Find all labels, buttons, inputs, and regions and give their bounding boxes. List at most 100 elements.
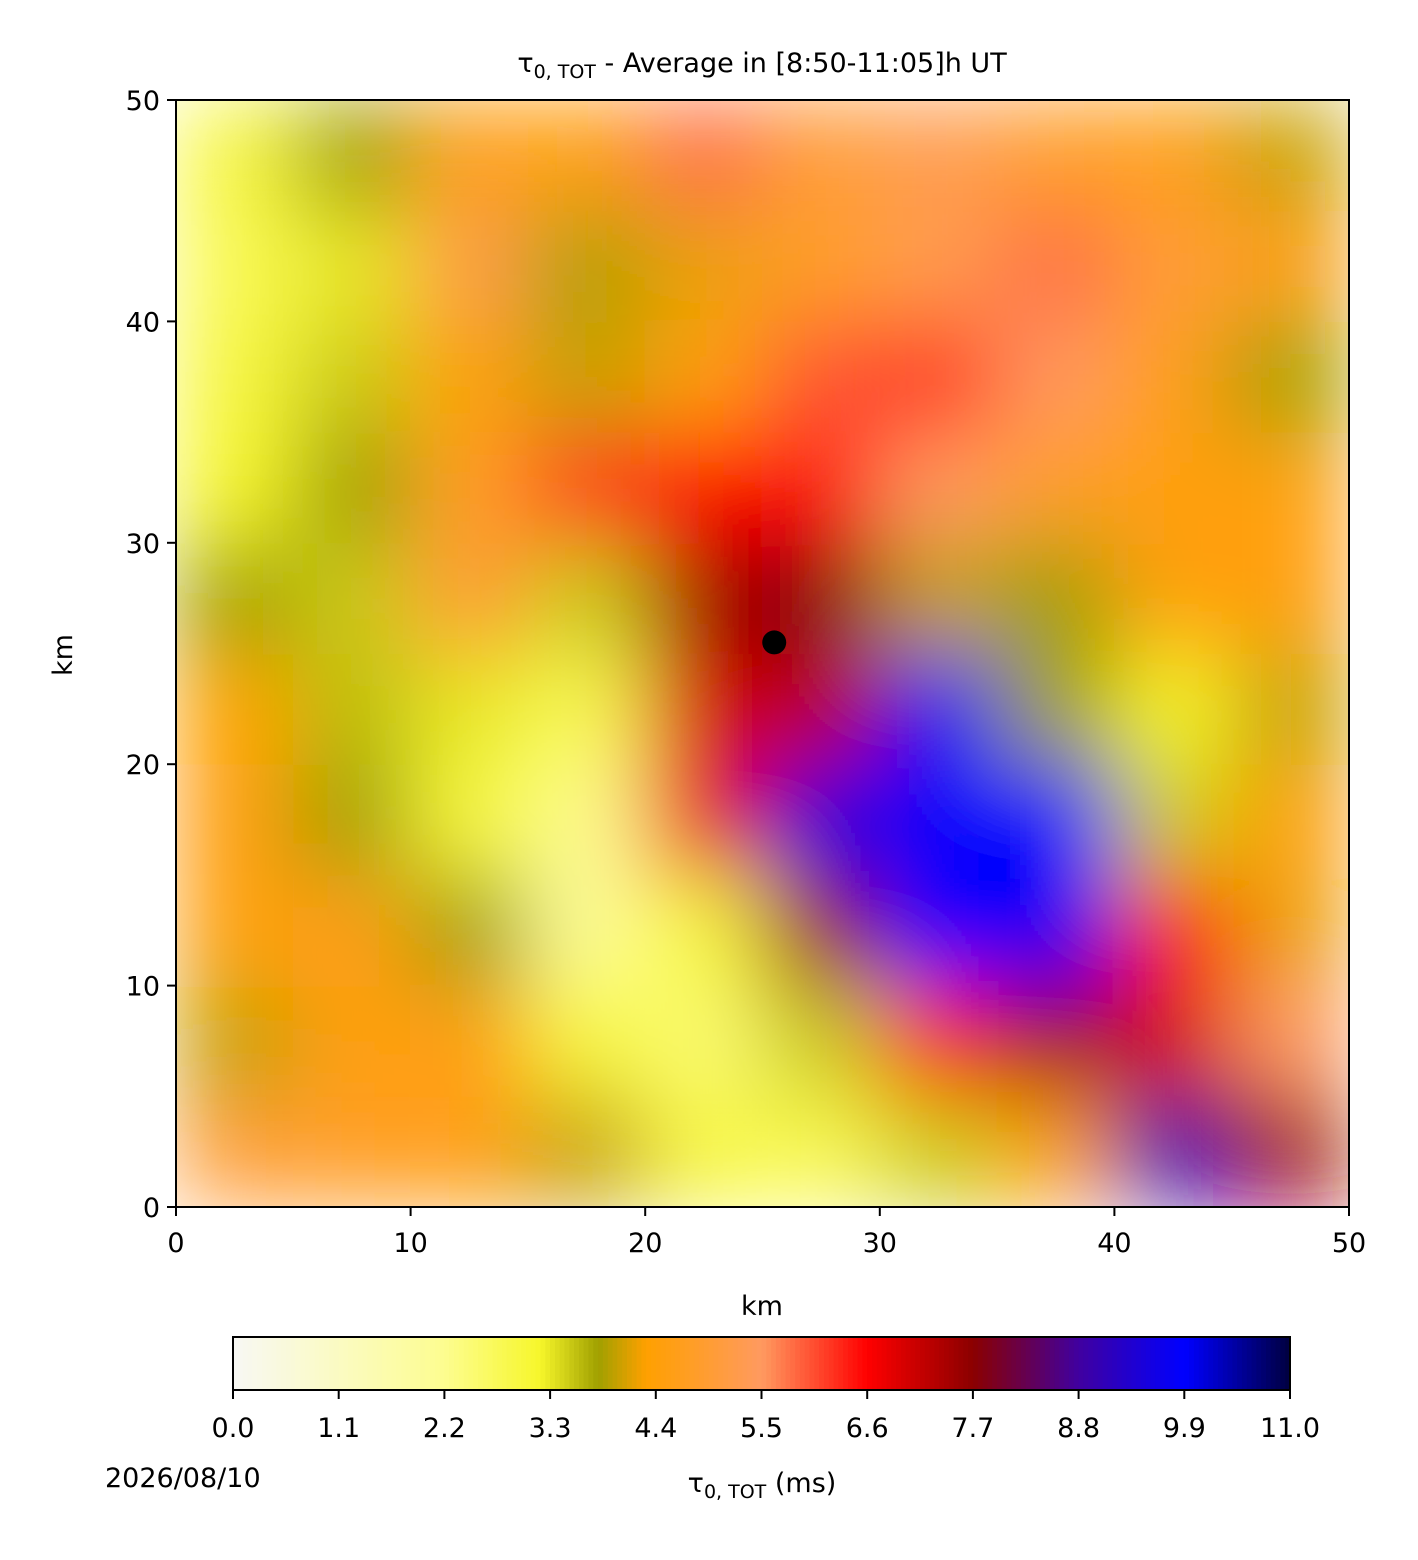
colorbar-swatch: [233, 1337, 239, 1390]
field-cell: [410, 985, 529, 1097]
field-cell: [410, 431, 529, 544]
colorbar-swatch: [478, 1337, 484, 1390]
colorbar-swatch: [502, 1337, 508, 1390]
colorbar-swatch: [737, 1337, 743, 1390]
colorbar-swatch: [867, 1337, 873, 1390]
field-cell: [1113, 985, 1233, 1097]
y-tick-label: 40: [126, 307, 160, 338]
colorbar-swatch: [598, 1337, 604, 1390]
colorbar-swatch: [290, 1337, 297, 1390]
field-cell: [410, 874, 529, 987]
field-cell: [292, 874, 412, 987]
y-tick-label: 30: [126, 529, 160, 560]
colorbar-swatch: [1222, 1337, 1229, 1390]
colorbar-tick-label: 11.0: [1260, 1413, 1320, 1444]
x-tick-label: 40: [1097, 1228, 1131, 1259]
colorbar-swatch: [362, 1337, 369, 1390]
colorbar-swatch: [939, 1337, 945, 1390]
colorbar-swatch: [972, 1337, 979, 1390]
colorbar-swatch: [1049, 1337, 1056, 1390]
colorbar-unit: (ms): [766, 1468, 836, 1499]
colorbar-swatch: [703, 1337, 710, 1390]
field-cell: [996, 100, 1115, 212]
plot-frame: [175, 99, 1350, 1208]
colorbar-swatch: [439, 1337, 445, 1390]
field-cell: [410, 320, 529, 433]
field-cell: [410, 653, 529, 765]
colorbar-swatch: [1054, 1337, 1060, 1390]
field-cell: [1231, 320, 1349, 433]
colorbar-swatch: [780, 1337, 787, 1390]
colorbar-swatch: [689, 1337, 695, 1390]
colorbar-swatch: [963, 1337, 969, 1390]
colorbar-swatch: [996, 1337, 1003, 1390]
field-cell: [762, 874, 881, 987]
colorbar-swatch: [516, 1337, 522, 1390]
colorbar-swatch: [1189, 1337, 1195, 1390]
colorbar-swatch: [410, 1337, 417, 1390]
colorbar-swatch: [1150, 1337, 1157, 1390]
field-cell: [1231, 431, 1349, 544]
colorbar-swatch: [1203, 1337, 1209, 1390]
colorbar-swatch: [790, 1337, 796, 1390]
colorbar-swatch: [415, 1337, 421, 1390]
colorbar-swatch: [1265, 1337, 1272, 1390]
field-cell: [644, 100, 763, 212]
field-cell: [176, 210, 294, 322]
colorbar-swatch: [1184, 1337, 1190, 1390]
field-cell: [1231, 653, 1349, 765]
colorbar-swatch: [420, 1337, 426, 1390]
colorbar-swatch: [1165, 1337, 1171, 1390]
colorbar-swatch: [237, 1337, 244, 1390]
field-cell: [762, 210, 881, 322]
field-cell: [996, 320, 1115, 433]
colorbar-swatch: [1011, 1337, 1017, 1390]
colorbar-swatch: [1121, 1337, 1128, 1390]
colorbar-swatch: [1025, 1337, 1032, 1390]
colorbar-swatch: [631, 1337, 638, 1390]
colorbar-swatch: [766, 1337, 772, 1390]
field-cell: [176, 1095, 294, 1207]
colorbar-swatch: [329, 1337, 335, 1390]
field-cell: [762, 1095, 881, 1207]
colorbar-swatch: [1136, 1337, 1142, 1390]
colorbar-tick-label: 6.6: [846, 1413, 889, 1444]
colorbar-swatch: [1083, 1337, 1089, 1390]
title-subscript: 0, TOT: [534, 61, 597, 83]
colorbar-swatch: [1208, 1337, 1214, 1390]
field-cell: [762, 763, 881, 876]
field-cell: [527, 542, 646, 654]
colorbar-swatch: [377, 1337, 383, 1390]
colorbar-swatch: [1169, 1337, 1176, 1390]
colorbar-swatch: [982, 1337, 988, 1390]
colorbar-swatch: [905, 1337, 912, 1390]
colorbar-swatch: [511, 1337, 518, 1390]
field-cell: [292, 100, 412, 212]
colorbar-swatch: [261, 1337, 268, 1390]
colorbar-swatch: [454, 1337, 460, 1390]
colorbar-swatch: [891, 1337, 897, 1390]
colorbar-swatch: [574, 1337, 580, 1390]
colorbar-swatch: [468, 1337, 474, 1390]
colorbar-swatch: [862, 1337, 868, 1390]
field-cell: [410, 763, 529, 876]
colorbar-swatch: [285, 1337, 292, 1390]
colorbar-swatch: [550, 1337, 556, 1390]
colorbar-swatch: [521, 1337, 527, 1390]
colorbar-swatch: [713, 1337, 719, 1390]
field-cell: [996, 210, 1115, 322]
colorbar-tick-label: 4.4: [634, 1413, 677, 1444]
field-cell: [1113, 320, 1233, 433]
field-cell: [879, 320, 998, 433]
colorbar-swatch: [492, 1337, 498, 1390]
colorbar-swatch: [1251, 1337, 1257, 1390]
colorbar-swatch: [1256, 1337, 1262, 1390]
colorbar-swatch: [747, 1337, 753, 1390]
field-cell: [644, 542, 763, 654]
colorbar-tick-label: 7.7: [951, 1413, 994, 1444]
colorbar-swatch: [1097, 1337, 1104, 1390]
colorbar-swatch: [583, 1337, 590, 1390]
colorbar-swatch: [881, 1337, 888, 1390]
colorbar-tick-label: 3.3: [529, 1413, 572, 1444]
colorbar-swatch: [799, 1337, 806, 1390]
